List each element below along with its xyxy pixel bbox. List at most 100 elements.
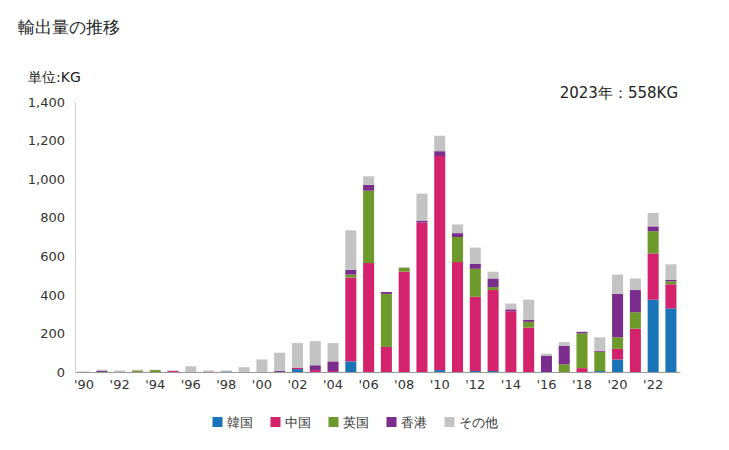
bar-segment xyxy=(203,370,214,372)
y-tick-label: 600 xyxy=(40,249,65,264)
x-axis-line xyxy=(76,372,681,373)
bar-segment xyxy=(310,365,321,370)
bar-segment xyxy=(274,372,285,373)
bar-segment xyxy=(345,275,356,278)
bar-segment xyxy=(665,284,676,308)
bar-segment xyxy=(665,264,676,279)
bar-segment xyxy=(292,368,303,370)
bar-segment xyxy=(665,281,676,284)
bar-segment xyxy=(416,194,427,221)
legend: 韓国中国英国香港その他 xyxy=(213,415,498,430)
bar-segment xyxy=(399,267,410,268)
x-tick-label: '10 xyxy=(430,377,450,392)
x-tick: '12 xyxy=(465,372,485,392)
legend-label: 中国 xyxy=(285,415,311,430)
x-tick: '00 xyxy=(252,372,272,392)
bar-segment xyxy=(523,320,534,322)
bar-segment xyxy=(150,370,161,371)
bar-segment xyxy=(505,304,516,310)
bar-segment xyxy=(221,371,232,372)
bar-segment xyxy=(328,343,339,361)
bar-segment xyxy=(559,346,570,364)
bar-segment xyxy=(363,176,374,185)
bar-segment xyxy=(488,287,499,290)
x-tick: '06 xyxy=(359,372,379,392)
legend-swatch xyxy=(329,417,339,427)
bar-segment xyxy=(96,372,107,373)
x-tick-label: '20 xyxy=(608,377,628,392)
bar-segment xyxy=(576,331,587,332)
bar-segment xyxy=(274,372,285,373)
bar-segment xyxy=(612,337,623,349)
bar-segment xyxy=(381,347,392,372)
chart: 輸出量の推移単位:KG2023年：558KG02004006008001,000… xyxy=(0,0,729,450)
y-tick: 800 xyxy=(40,210,75,225)
bar-segment xyxy=(434,151,445,156)
bar-segment xyxy=(96,372,107,373)
bar-segment xyxy=(96,370,107,371)
x-tick: '22 xyxy=(643,372,663,392)
bar-segment xyxy=(559,342,570,346)
bar-segment xyxy=(470,269,481,297)
bar-segment xyxy=(328,361,339,371)
bar-segment xyxy=(576,368,587,372)
legend-label: 英国 xyxy=(343,415,369,430)
bar-segment xyxy=(488,278,499,287)
bar-segment xyxy=(630,290,641,312)
x-tick: '98 xyxy=(216,372,236,392)
x-tick: '08 xyxy=(394,372,414,392)
bar-segment xyxy=(648,300,659,372)
bar-segment xyxy=(345,361,356,372)
legend-label: 韓国 xyxy=(227,415,253,430)
y-tick-label: 0 xyxy=(57,365,65,380)
legend-swatch xyxy=(213,417,223,427)
bar-segment xyxy=(648,213,659,227)
bar-segment xyxy=(399,268,410,272)
bar-segment xyxy=(648,226,659,231)
bar-segment xyxy=(434,156,445,370)
bar-segment xyxy=(150,369,161,370)
bar-segment xyxy=(594,352,605,371)
y-tick: 200 xyxy=(40,326,75,341)
x-tick: '18 xyxy=(572,372,592,392)
bar-segment xyxy=(185,366,196,372)
bar-segment xyxy=(167,371,178,372)
bar-segment xyxy=(381,294,392,347)
y-tick-label: 200 xyxy=(40,326,65,341)
legend-swatch xyxy=(445,417,455,427)
y-tick: 1,400 xyxy=(28,95,75,110)
bar-segment xyxy=(612,349,623,360)
bar-segment xyxy=(648,253,659,299)
x-tick: '92 xyxy=(110,372,130,392)
bar-segment xyxy=(79,372,90,373)
bar-segment xyxy=(363,263,374,372)
y-axis-line xyxy=(75,103,76,373)
bar-segment xyxy=(381,292,392,294)
bar-segment xyxy=(630,278,641,290)
bar-segment xyxy=(381,291,392,292)
bar-segment xyxy=(630,312,641,328)
bar-segment xyxy=(612,275,623,294)
bar-segment xyxy=(505,311,516,372)
x-tick-label: '04 xyxy=(323,377,343,392)
bar-segment xyxy=(434,136,445,151)
bar-segment xyxy=(630,329,641,372)
bar-segment xyxy=(416,223,427,372)
x-tick-label: '92 xyxy=(110,377,130,392)
x-tick-label: '14 xyxy=(501,377,521,392)
x-tick: '94 xyxy=(145,372,165,392)
bar-segment xyxy=(416,221,427,223)
y-tick-label: 1,200 xyxy=(28,133,65,148)
y-tick: 1,000 xyxy=(28,172,75,187)
bar-segment xyxy=(167,371,178,372)
bar-segment xyxy=(452,237,463,262)
bar-segment xyxy=(310,370,321,372)
bar-segment xyxy=(452,233,463,237)
bar-segment xyxy=(452,262,463,372)
bar-segment xyxy=(594,337,605,351)
bar-segment xyxy=(79,372,90,373)
bar-segment xyxy=(150,370,161,372)
bar-segment xyxy=(452,224,463,233)
bar-segment xyxy=(167,370,178,372)
bar-segment xyxy=(310,341,321,365)
